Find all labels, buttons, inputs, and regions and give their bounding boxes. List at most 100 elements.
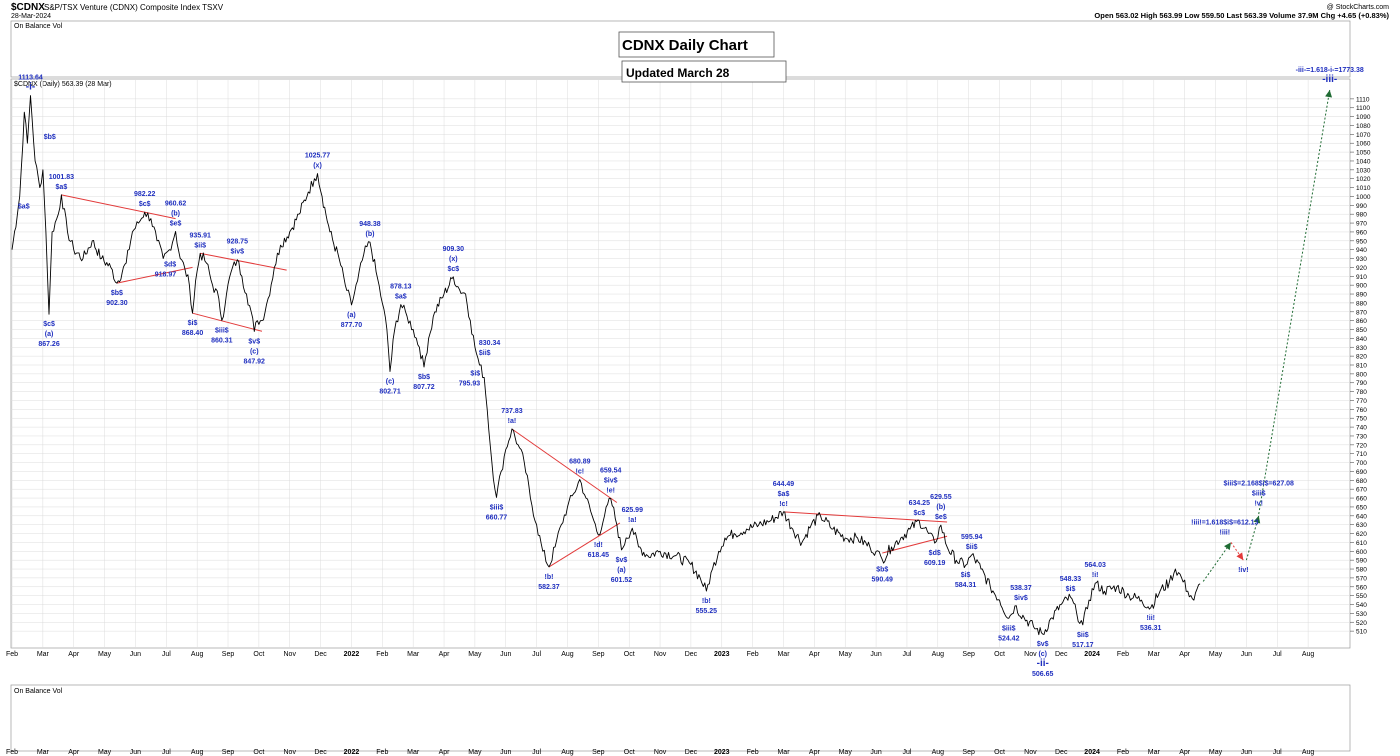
chart-title: CDNX Daily Chart xyxy=(622,37,748,54)
symbol-description: S&P/TSX Venture (CDNX) Composite Index T… xyxy=(44,3,224,12)
y-tick-label: 720 xyxy=(1356,442,1367,449)
y-tick-label: 1100 xyxy=(1356,105,1370,112)
trendline xyxy=(200,252,287,271)
wave-label-line: 538.37 xyxy=(1010,585,1032,592)
x-tick-label-bottom: Feb xyxy=(6,749,18,756)
projection-arrowhead xyxy=(1253,515,1261,524)
wave-label: $v$ (c)-ii- 506.65 xyxy=(1032,641,1054,678)
projection-arrowhead xyxy=(1236,552,1244,561)
wave-label-line: (a) xyxy=(45,331,54,338)
wave-label-line: $i$ xyxy=(470,370,480,377)
wave-label-line: 807.72 xyxy=(413,384,435,391)
y-tick-label: 700 xyxy=(1356,460,1367,467)
wave-label: $d$ 609.19 xyxy=(924,550,946,567)
x-tick-label-bottom: Apr xyxy=(68,749,80,756)
y-tick-label: 930 xyxy=(1356,256,1367,263)
x-tick-label-bottom: Feb xyxy=(747,749,759,756)
title-box: CDNX Daily Chart xyxy=(618,31,775,58)
wave-label-line: $iii$ xyxy=(1002,625,1016,632)
x-tick-label: Apr xyxy=(1179,651,1191,658)
x-tick-label-bottom: Jun xyxy=(1241,749,1252,756)
wave-label-line: 601.52 xyxy=(611,577,633,584)
wave-label-line: (b) xyxy=(171,210,180,217)
wave-label-line: (c) xyxy=(1038,651,1047,658)
wave-label-line: 644.49 xyxy=(773,481,795,488)
x-tick-label-bottom: Jun xyxy=(870,749,881,756)
wave-label-line: 868.40 xyxy=(182,330,204,337)
wave-label-line: 877.70 xyxy=(341,322,363,329)
wave-label: $v$ (c) 847.92 xyxy=(244,338,266,365)
wave-label-line: (a) xyxy=(347,312,356,319)
wave-label-line: !b! xyxy=(702,598,711,605)
wave-label-line: 948.38 xyxy=(359,221,381,228)
wave-label-line: !c! xyxy=(779,501,788,508)
wave-label-line: 935.91 xyxy=(190,232,212,239)
x-tick-label: Sep xyxy=(962,651,975,658)
wave-label-line: $iv$ xyxy=(230,249,244,256)
x-tick-label-bottom: Aug xyxy=(932,749,945,756)
wave-label-line: 867.26 xyxy=(38,341,60,348)
y-tick-label: 1110 xyxy=(1356,96,1370,103)
bottom-indicator-pane xyxy=(10,684,1351,752)
x-tick-label-bottom: Jun xyxy=(500,749,511,756)
wave-label: 928.75 $iv$ xyxy=(227,239,249,256)
wave-label: !b! 555.25 xyxy=(696,598,718,615)
projection-arrowhead xyxy=(1325,90,1333,98)
x-tick-label-bottom: Aug xyxy=(561,749,574,756)
wave-label-line: $d$ xyxy=(164,261,176,268)
wave-label-line: 737.83 xyxy=(501,408,523,415)
x-tick-label: Jun xyxy=(870,651,881,658)
updated-label: Updated March 28 xyxy=(626,66,730,80)
wave-label: $i$ 795.93 xyxy=(459,370,481,387)
y-tick-label: 760 xyxy=(1356,407,1367,414)
x-tick-label-bottom: Jul xyxy=(532,749,541,756)
x-tick-label-bottom: Aug xyxy=(191,749,204,756)
wave-label: $d$ 918.97 xyxy=(155,261,177,278)
wave-label-line: $i$ xyxy=(1066,586,1076,593)
wave-label: 548.33 $i$ xyxy=(1060,576,1082,593)
y-tick-label: 990 xyxy=(1356,203,1367,210)
wave-label-line: 1113.64 xyxy=(18,75,43,82)
x-tick-label-bottom: Sep xyxy=(222,749,235,756)
trendline xyxy=(61,194,176,220)
wave-label: $iii$ 860.31 xyxy=(211,327,233,344)
wave-label-line: $v$ xyxy=(248,338,260,345)
x-axis: Feb Mar Apr May Jun Jul Aug Sep Oct Nov Dec 2022 Feb… xyxy=(6,651,1314,658)
wave-label-line: $a$ xyxy=(395,294,407,301)
watermark: @ StockCharts.com xyxy=(1327,4,1390,11)
y-tick-label: 1080 xyxy=(1356,123,1371,130)
x-tick-label-bottom: Apr xyxy=(809,749,821,756)
wave-label: 629.55 (b) $e$ xyxy=(930,494,952,521)
y-tick-label: 690 xyxy=(1356,469,1367,476)
x-tick-label: Oct xyxy=(253,651,264,658)
wave-label: 737.83 !a! xyxy=(501,408,523,425)
x-tick-label-bottom: Sep xyxy=(592,749,605,756)
x-tick-label: Aug xyxy=(1302,651,1315,658)
y-tick-label: 1070 xyxy=(1356,132,1371,139)
x-tick-label-bottom: Jul xyxy=(1273,749,1282,756)
y-tick-label: 950 xyxy=(1356,238,1367,245)
x-tick-label-bottom: May xyxy=(839,749,853,756)
wave-label-line: $iv$ xyxy=(604,477,618,484)
wave-label: $b$ 807.72 xyxy=(413,374,435,391)
x-tick-label: Sep xyxy=(222,651,235,658)
wave-label-line: 595.94 xyxy=(961,534,983,541)
y-tick-label: 540 xyxy=(1356,602,1367,609)
x-tick-label-bottom: Oct xyxy=(994,749,1005,756)
wave-label-line: 584.31 xyxy=(955,582,977,589)
wave-label-line: 1025.77 xyxy=(305,153,330,160)
x-tick-label: Nov xyxy=(654,651,667,658)
y-tick-label: 970 xyxy=(1356,221,1367,228)
wave-label-line: (b) xyxy=(365,231,374,238)
y-tick-label: 520 xyxy=(1356,620,1367,627)
x-tick-label: Dec xyxy=(314,651,327,658)
y-tick-label: 1020 xyxy=(1356,176,1371,183)
x-tick-label: Dec xyxy=(1055,651,1068,658)
x-tick-label-bottom: Dec xyxy=(1055,749,1068,756)
wave-label-line: 625.99 xyxy=(622,507,644,514)
y-tick-label: 710 xyxy=(1356,451,1367,458)
y-tick-label: 810 xyxy=(1356,363,1367,370)
y-tick-label: 730 xyxy=(1356,433,1367,440)
x-tick-label: Jul xyxy=(162,651,171,658)
